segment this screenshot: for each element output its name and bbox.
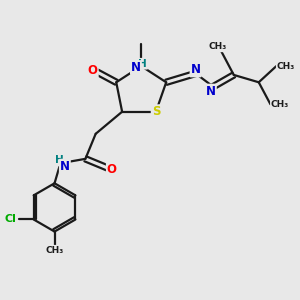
Text: N: N: [60, 160, 70, 173]
Text: O: O: [107, 163, 117, 176]
Text: H: H: [138, 59, 147, 69]
Text: O: O: [88, 64, 98, 77]
Text: CH₃: CH₃: [208, 42, 227, 51]
Text: S: S: [152, 105, 160, 118]
Text: N: N: [190, 63, 201, 76]
Text: Cl: Cl: [4, 214, 16, 224]
Text: CH₃: CH₃: [277, 61, 295, 70]
Text: N: N: [131, 61, 141, 74]
Text: CH₃: CH₃: [271, 100, 289, 109]
Text: N: N: [206, 85, 216, 98]
Text: H: H: [55, 155, 63, 165]
Text: CH₃: CH₃: [45, 246, 64, 255]
